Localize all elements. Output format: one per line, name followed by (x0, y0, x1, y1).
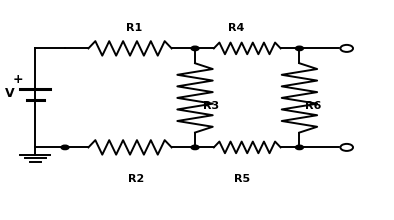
Circle shape (191, 46, 199, 51)
Text: R4: R4 (228, 23, 245, 33)
Text: R3: R3 (203, 101, 219, 111)
Text: R6: R6 (305, 101, 322, 111)
Text: R1: R1 (126, 23, 142, 33)
Text: R5: R5 (234, 174, 250, 184)
Circle shape (191, 145, 199, 150)
Text: V: V (5, 87, 15, 100)
Text: +: + (13, 73, 23, 86)
Circle shape (61, 145, 69, 150)
Circle shape (340, 45, 353, 52)
Circle shape (296, 46, 303, 51)
Circle shape (296, 145, 303, 150)
Text: R2: R2 (128, 174, 144, 184)
Circle shape (340, 144, 353, 151)
